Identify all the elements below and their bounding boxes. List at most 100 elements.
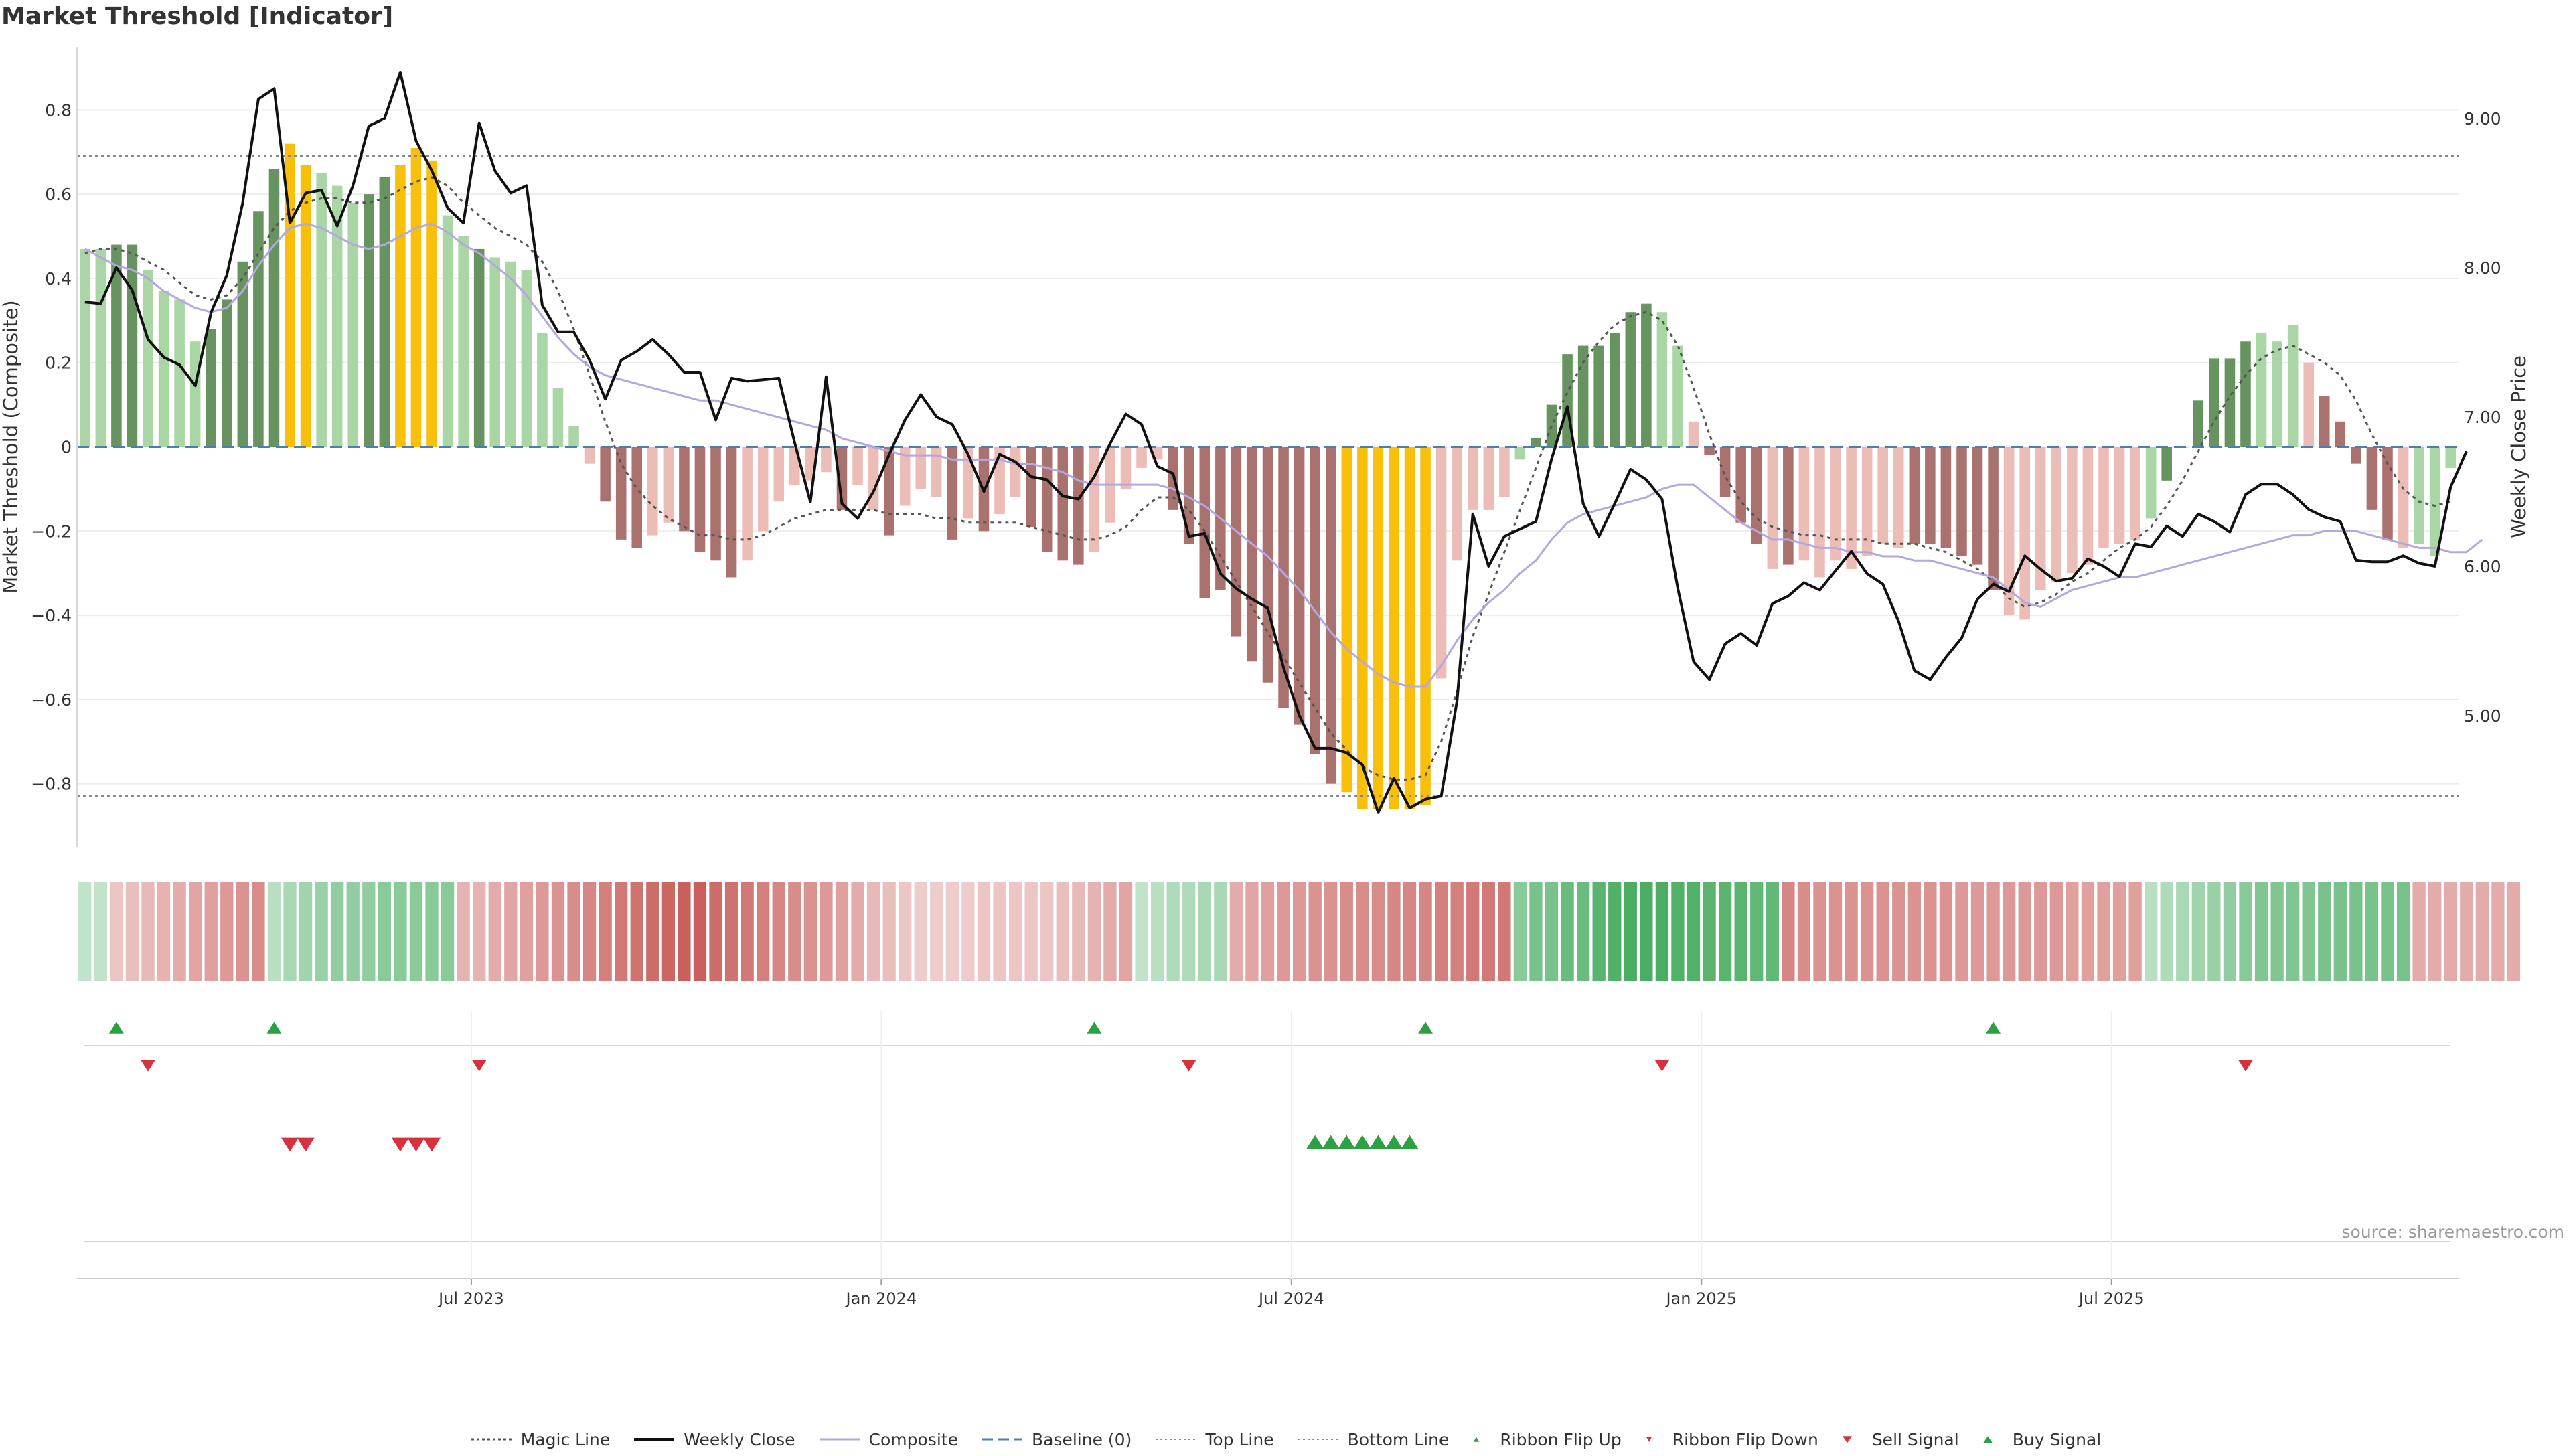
composite-line: [84, 222, 2483, 688]
ribbon-cell: [1040, 882, 1054, 981]
composite-bar: [2319, 396, 2330, 447]
composite-bar: [222, 299, 232, 447]
composite-bar: [426, 160, 437, 447]
composite-bar: [316, 173, 327, 447]
ribbon-flip-down-marker: [1181, 1060, 1196, 1072]
ribbon-cell: [1924, 882, 1937, 981]
composite-bar: [127, 244, 138, 447]
ribbon-cell: [2002, 882, 2016, 981]
composite-bar: [537, 333, 548, 447]
composite-bar: [1073, 447, 1084, 565]
ribbon-cell: [536, 882, 549, 981]
buy-signal-icon: [1982, 1436, 1993, 1443]
legend-item-bottom-line[interactable]: Bottom Line: [1297, 1430, 1449, 1449]
ribbon-cell: [1056, 882, 1069, 981]
left-tick-label: 0.6: [45, 185, 72, 204]
composite-bar: [631, 447, 643, 548]
x-tick-label: Jul 2024: [1257, 1289, 1324, 1308]
composite-bar: [2351, 447, 2361, 464]
x-tick-label: Jul 2025: [2078, 1289, 2145, 1308]
legend-item-magic-line[interactable]: Magic Line: [470, 1430, 610, 1449]
ribbon-cell: [94, 882, 107, 981]
ribbon-cell: [1214, 882, 1227, 981]
composite-bar: [521, 270, 532, 447]
ribbon-cell: [346, 882, 360, 981]
composite-bar: [1783, 447, 1794, 565]
ribbon-cell: [930, 882, 943, 981]
composite-bar: [1089, 447, 1100, 552]
legend-item-baseline[interactable]: Baseline (0): [981, 1430, 1132, 1449]
buy-signal-marker: [1322, 1135, 1340, 1149]
bottom-line-swatch: [1298, 1439, 1338, 1440]
ribbon-cell: [1640, 882, 1653, 981]
composite-bar: [410, 147, 422, 447]
composite-bar: [95, 248, 106, 447]
composite-bar: [1294, 447, 1305, 725]
legend-item-top-line[interactable]: Top Line: [1154, 1429, 1274, 1449]
ribbon-cell: [1671, 882, 1685, 981]
x-axis-layer: Jul 2023 Jan 2024 Jul 2024 Jan 2025 Jul 2025: [77, 1011, 2459, 1308]
composite-bar: [1641, 303, 1652, 447]
ribbon-cell: [2333, 882, 2347, 981]
legend-item-sell-signal[interactable]: Sell Signal: [1841, 1430, 1959, 1449]
ribbon-cell: [2254, 882, 2268, 981]
ribbon-cell: [866, 882, 880, 981]
lines-layer: [77, 70, 2483, 814]
ribbon-cell: [252, 882, 265, 981]
ribbon-cell: [2081, 882, 2095, 981]
composite-bar: [2414, 447, 2424, 544]
composite-bar: [2256, 333, 2267, 447]
composite-bar: [1278, 447, 1289, 708]
legend-item-ribbon-flip-down[interactable]: Ribbon Flip Down: [1644, 1430, 1818, 1449]
composite-bar: [1357, 447, 1368, 809]
composite-bar: [1325, 447, 1336, 784]
right-tick-label: 7.00: [2464, 408, 2501, 427]
ribbon-cell: [757, 882, 770, 981]
right-tick-label: 5.00: [2464, 706, 2501, 726]
ribbon-cell: [173, 882, 186, 981]
ribbon-cell: [2286, 882, 2300, 981]
legend-label: Weekly Close: [684, 1429, 795, 1449]
legend-label: Ribbon Flip Up: [1500, 1429, 1622, 1449]
composite-bar: [1389, 447, 1399, 809]
ribbon-cell: [1166, 882, 1180, 981]
left-tick-label: 0.2: [45, 353, 72, 373]
composite-bar: [1404, 447, 1415, 809]
signals-layer: [84, 1022, 2450, 1242]
composite-bar: [505, 261, 516, 447]
composite-bar: [237, 261, 248, 447]
right-tick-label: 8.00: [2464, 258, 2501, 278]
ribbon-cell: [1750, 882, 1764, 981]
composite-bar: [253, 211, 264, 447]
ribbon-cell: [1245, 882, 1259, 981]
composite-bar: [852, 447, 863, 485]
ribbon-flip-down-marker: [1654, 1060, 1670, 1072]
composite-bar: [1719, 447, 1731, 497]
ribbon-cell: [2066, 882, 2079, 981]
buy-signal-marker: [1369, 1135, 1387, 1149]
legend-item-composite[interactable]: Composite: [818, 1430, 958, 1449]
buy-signal-marker: [1353, 1135, 1371, 1149]
legend-label: Top Line: [1205, 1429, 1274, 1449]
ribbon-cell: [646, 882, 659, 981]
ribbon-cell: [1277, 882, 1290, 981]
ribbon-cell: [315, 882, 328, 981]
composite-bar: [1420, 447, 1431, 805]
composite-bar: [1704, 447, 1715, 456]
legend-item-ribbon-flip-up[interactable]: Ribbon Flip Up: [1472, 1429, 1622, 1449]
composite-bar: [1798, 447, 1810, 561]
composite-bar: [1956, 447, 1967, 557]
legend-item-weekly-close[interactable]: Weekly Close: [633, 1430, 795, 1449]
composite-bar: [2145, 447, 2157, 519]
composite-bar: [489, 257, 501, 447]
ribbon-cell: [1734, 882, 1747, 981]
composite-bar: [726, 447, 737, 578]
composite-bar: [1767, 447, 1778, 569]
composite-bar: [1861, 447, 1873, 557]
legend: Magic Line Weekly Close Composite Baseli…: [0, 1423, 2571, 1456]
composite-bar: [458, 236, 469, 447]
legend-item-buy-signal[interactable]: Buy Signal: [1982, 1430, 2101, 1449]
ribbon-flip-down-marker: [471, 1060, 487, 1072]
composite-bar: [568, 426, 579, 447]
ribbon-flip-up-marker: [266, 1022, 282, 1034]
